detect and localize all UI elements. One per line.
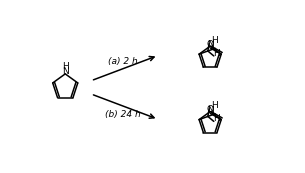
Text: H: H bbox=[62, 62, 69, 71]
Text: H: H bbox=[214, 49, 220, 58]
Text: H: H bbox=[211, 35, 217, 44]
Text: H: H bbox=[214, 115, 220, 124]
Text: N: N bbox=[208, 106, 214, 115]
Text: O: O bbox=[207, 105, 214, 114]
Text: H: H bbox=[211, 101, 217, 110]
Text: (a) 2 h: (a) 2 h bbox=[108, 57, 138, 66]
Text: N: N bbox=[62, 67, 69, 76]
Text: N: N bbox=[208, 40, 214, 49]
Text: (b) 24 h: (b) 24 h bbox=[105, 110, 141, 119]
Text: O: O bbox=[207, 40, 214, 49]
